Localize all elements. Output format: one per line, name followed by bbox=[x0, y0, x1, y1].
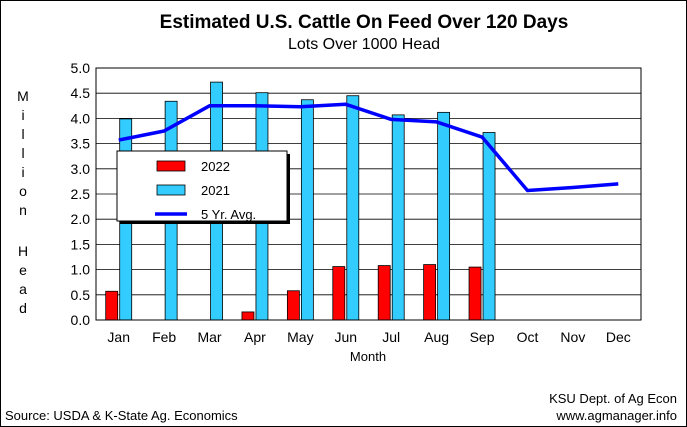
credit-line-2: www.agmanager.info bbox=[555, 408, 677, 423]
y-axis-label-letter: d bbox=[19, 300, 27, 316]
legend-swatch bbox=[156, 160, 186, 172]
x-tick-label: Feb bbox=[152, 329, 176, 345]
x-tick-label: Nov bbox=[560, 329, 585, 345]
x-tick-label: Jan bbox=[107, 329, 130, 345]
source-note: Source: USDA & K-State Ag. Economics bbox=[5, 408, 238, 423]
y-tick-label: 0.0 bbox=[71, 312, 91, 328]
y-axis-label-letter: l bbox=[21, 126, 24, 142]
bar-2022-sep bbox=[468, 266, 482, 321]
series-line-5yr-avg bbox=[118, 102, 619, 193]
line-series bbox=[118, 102, 619, 193]
x-tick-label: Sep bbox=[470, 329, 495, 345]
bar-2022-jun bbox=[332, 266, 346, 321]
x-tick-labels: Jan Feb Mar Apr May Jun Jul Aug Sep Oct Nov Dec bbox=[107, 329, 630, 345]
y-axis-label-letter: o bbox=[19, 183, 27, 199]
x-tick-label: Apr bbox=[244, 329, 266, 345]
y-tick-label: 5.0 bbox=[71, 60, 91, 76]
bar-2022-may bbox=[286, 290, 300, 321]
x-tick-label: Mar bbox=[197, 329, 221, 345]
y-axis-label-letter: n bbox=[19, 202, 27, 218]
bar-2021-jun bbox=[346, 95, 360, 321]
x-axis-label: Month bbox=[350, 349, 386, 364]
plot-border bbox=[95, 67, 642, 321]
bar-2022-apr bbox=[241, 311, 255, 321]
x-tick-label: Jun bbox=[335, 329, 358, 345]
y-tick-label: 2.5 bbox=[71, 186, 91, 202]
y-axis-label-letter: a bbox=[19, 281, 27, 297]
bar-2022-aug bbox=[423, 264, 437, 321]
y-tick-label: 1.5 bbox=[71, 236, 91, 252]
y-tick-labels: 0.0 0.5 1.0 1.5 2.0 2.5 3.0 3.5 4.0 4.5 5.0 bbox=[71, 60, 91, 328]
legend-label: 2022 bbox=[201, 159, 230, 174]
y-tick-label: 3.5 bbox=[71, 136, 91, 152]
y-tick-label: 4.5 bbox=[71, 85, 91, 101]
x-tick-label: Jul bbox=[382, 329, 400, 345]
legend-swatch bbox=[156, 184, 186, 196]
legend-label: 2021 bbox=[201, 183, 230, 198]
bar-2021-sep bbox=[482, 132, 496, 321]
bar-2021-may bbox=[300, 99, 314, 321]
axes bbox=[95, 67, 642, 321]
chart-title: Estimated U.S. Cattle On Feed Over 120 D… bbox=[160, 12, 569, 33]
y-tick-label: 2.0 bbox=[71, 211, 91, 227]
y-axis-label-letter: i bbox=[21, 164, 24, 180]
legend-label: 5 Yr. Avg. bbox=[201, 207, 256, 222]
legend-box bbox=[116, 150, 288, 222]
chart-subtitle: Lots Over 1000 Head bbox=[288, 36, 440, 53]
x-tick-label: Oct bbox=[517, 329, 539, 345]
x-tick-label: May bbox=[287, 329, 313, 345]
y-tick-label: 1.0 bbox=[71, 262, 91, 278]
legend: 2022 2021 5 Yr. Avg. bbox=[116, 150, 290, 224]
credit-line-1: KSU Dept. of Ag Econ bbox=[549, 391, 677, 406]
y-axis-label-letter: i bbox=[21, 107, 24, 123]
y-axis-label-letter: M bbox=[17, 88, 29, 104]
y-tick-label: 4.0 bbox=[71, 110, 91, 126]
y-axis-label-letter: l bbox=[21, 145, 24, 161]
x-tick-label: Dec bbox=[606, 329, 631, 345]
bar-2021-jul bbox=[391, 114, 405, 321]
x-tick-label: Aug bbox=[424, 329, 449, 345]
y-axis-label-letter: H bbox=[18, 243, 28, 259]
y-axis-label-letter: e bbox=[19, 262, 27, 278]
bar-2021-aug bbox=[437, 111, 451, 321]
y-tick-label: 0.5 bbox=[71, 287, 91, 303]
bar-2022-jul bbox=[377, 265, 391, 321]
bar-2022-jan bbox=[105, 290, 119, 321]
y-tick-label: 3.0 bbox=[71, 161, 91, 177]
